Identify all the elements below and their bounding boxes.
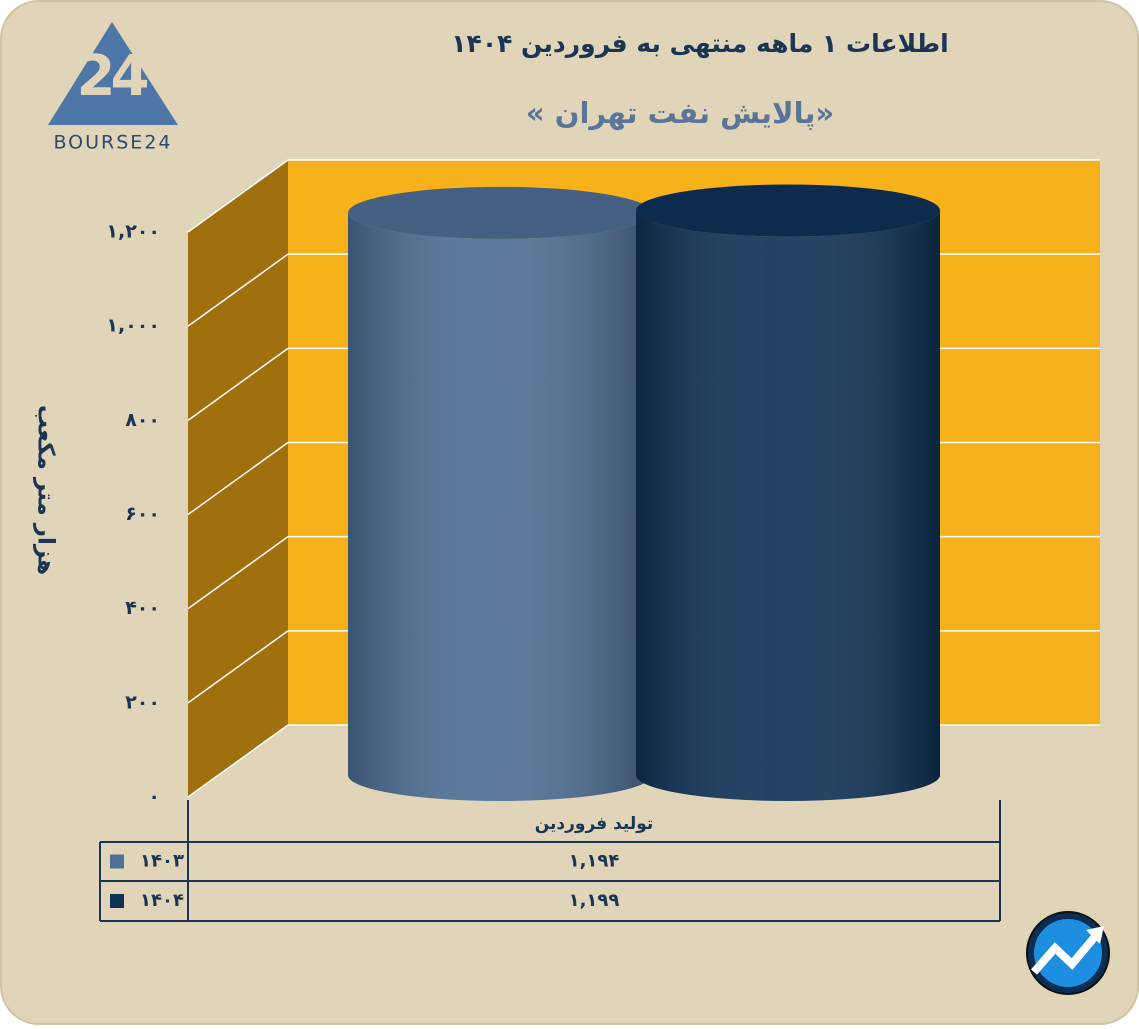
chart-subtitle: «پالایش نفت تهران » (526, 96, 834, 131)
cylinder-top-shade (348, 186, 652, 239)
y-tick-label: ۴۰۰ (125, 597, 160, 619)
badge (1026, 911, 1110, 995)
chart-title: اطلاعات ۱ ماهه منتهی به فروردین ۱۴۰۴ (451, 29, 948, 59)
legend-swatch (110, 894, 124, 908)
data-label: ۱,۱۹۹ (569, 890, 620, 911)
cylinder (348, 186, 652, 801)
y-tick-label: ۶۰۰ (125, 503, 160, 525)
legend-label: ۱۴۰۳ (140, 851, 184, 872)
grid-line-side (187, 630, 289, 704)
cylinder-top-shade (636, 184, 940, 237)
cylinder-top (348, 186, 652, 239)
y-tick-label: ۱,۲۰۰ (106, 221, 160, 243)
grid-line-side (187, 253, 289, 327)
y-tick-label: ۱,۰۰۰ (106, 315, 160, 337)
svg-text:2: 2 (77, 44, 116, 109)
cylinder (636, 184, 940, 802)
cylinder-top (636, 184, 940, 237)
grid-line (187, 159, 1100, 233)
svg-text:4: 4 (111, 44, 150, 109)
logo: 2 4 BOURSE24 (48, 22, 178, 154)
logo-text: BOURSE24 (53, 132, 172, 154)
data-label: ۱,۱۹۴ (569, 851, 620, 872)
legend-swatch (110, 854, 124, 869)
y-tick-label: ۲۰۰ (125, 691, 160, 713)
x-tick-label: تولید فروردین (535, 814, 654, 834)
y-tick-label: ۸۰۰ (125, 409, 160, 431)
y-tick-label: ۰ (148, 786, 160, 808)
grid-line-side (187, 724, 289, 798)
grid-line-side (187, 441, 289, 516)
grid-line-side (187, 159, 289, 233)
cylinder-shade (636, 210, 940, 802)
grid-line-side (187, 347, 289, 421)
legend-label: ۱۴۰۴ (140, 890, 184, 911)
grid-line-side (187, 536, 289, 610)
y-axis-label: هزار متر مکعب (33, 405, 59, 575)
cylinder-shade (348, 212, 652, 801)
